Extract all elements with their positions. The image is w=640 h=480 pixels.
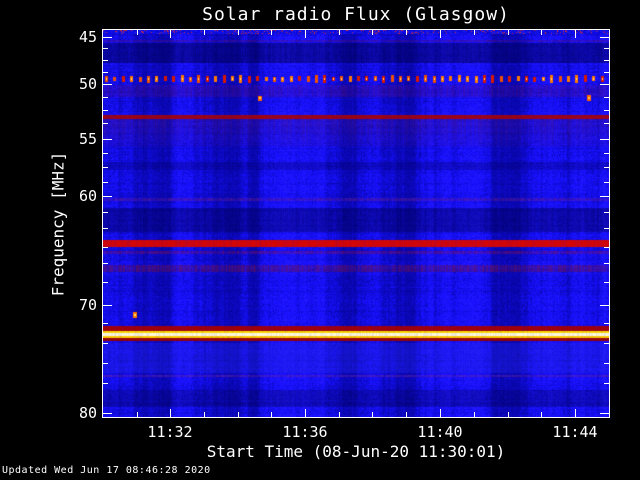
x-axis-label: Start Time (08-Jun-20 11:30:01)	[103, 442, 609, 461]
x-tick-label: 11:36	[272, 423, 338, 441]
y-axis-label: Frequency [MHz]	[49, 152, 68, 297]
y-tick-label: 70	[55, 296, 97, 314]
updated-timestamp: Updated Wed Jun 17 08:46:28 2020	[2, 465, 211, 476]
spectrogram-page: Solar radio Flux (Glasgow) Frequency [MH…	[0, 0, 640, 480]
x-tick-label: 11:32	[137, 423, 203, 441]
x-tick-label: 11:40	[407, 423, 473, 441]
y-tick-label: 60	[55, 187, 97, 205]
y-tick-label: 80	[55, 404, 97, 422]
chart-title: Solar radio Flux (Glasgow)	[103, 4, 609, 25]
y-tick-label: 45	[55, 28, 97, 46]
y-tick-label: 50	[55, 75, 97, 93]
y-tick-label: 55	[55, 130, 97, 148]
x-tick-label: 11:44	[542, 423, 608, 441]
spectrogram-canvas	[103, 30, 609, 417]
